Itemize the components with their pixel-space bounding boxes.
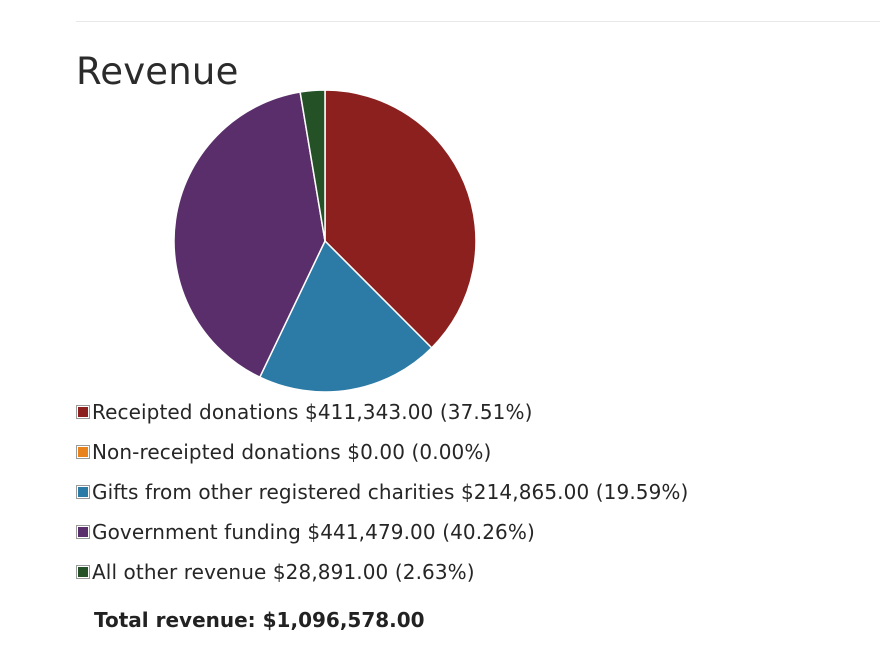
legend-swatch	[76, 445, 90, 459]
pie-slices	[173, 89, 477, 393]
legend-text: Non-receipted donations $0.00 (0.00%)	[92, 440, 491, 464]
legend-text: Gifts from other registered charities $2…	[92, 480, 688, 504]
top-divider	[76, 21, 880, 22]
legend-swatch	[76, 565, 90, 579]
page-title: Revenue	[76, 50, 239, 93]
legend-swatch	[76, 405, 90, 419]
legend-amount: $441,479.00	[307, 520, 436, 544]
legend-item-gifts-from-other-registered-charities: Gifts from other registered charities $2…	[76, 472, 688, 512]
legend-swatch	[76, 525, 90, 539]
legend-amount: $214,865.00	[460, 480, 590, 504]
chart-legend: Receipted donations $411,343.00 (37.51%)…	[76, 392, 688, 592]
legend-amount: $0.00	[347, 440, 406, 464]
legend-percent: (37.51%)	[439, 400, 533, 424]
legend-amount: $28,891.00	[272, 560, 389, 584]
legend-label: All other revenue	[92, 560, 267, 584]
legend-label: Receipted donations	[92, 400, 299, 424]
legend-percent: (40.26%)	[442, 520, 535, 544]
pie-slice-receipted-donations	[324, 89, 477, 349]
legend-percent: (2.63%)	[394, 560, 475, 584]
legend-item-government-funding: Government funding $441,479.00 (40.26%)	[76, 512, 688, 552]
total-revenue: Total revenue: $1,096,578.00	[94, 605, 425, 635]
legend-item-all-other-revenue: All other revenue $28,891.00 (2.63%)	[76, 552, 688, 592]
legend-item-non-receipted-donations: Non-receipted donations $0.00 (0.00%)	[76, 432, 688, 472]
legend-percent: (0.00%)	[411, 440, 492, 464]
legend-label: Non-receipted donations	[92, 440, 341, 464]
pie-slice-all-other-revenue	[299, 89, 326, 242]
legend-swatch	[76, 485, 90, 499]
legend-label: Gifts from other registered charities	[92, 480, 455, 504]
legend-percent: (19.59%)	[595, 480, 689, 504]
pie-slice-gifts-from-other-registered-charities	[259, 240, 433, 393]
legend-label: Government funding	[92, 520, 301, 544]
total-revenue-value: $1,096,578.00	[262, 608, 425, 632]
legend-item-receipted-donations: Receipted donations $411,343.00 (37.51%)	[76, 392, 688, 432]
total-revenue-label: Total revenue:	[94, 608, 256, 632]
legend-text: Receipted donations $411,343.00 (37.51%)	[92, 400, 533, 424]
pie-slice-government-funding	[173, 91, 326, 378]
legend-text: All other revenue $28,891.00 (2.63%)	[92, 560, 475, 584]
legend-text: Government funding $441,479.00 (40.26%)	[92, 520, 535, 544]
legend-amount: $411,343.00	[305, 400, 434, 424]
